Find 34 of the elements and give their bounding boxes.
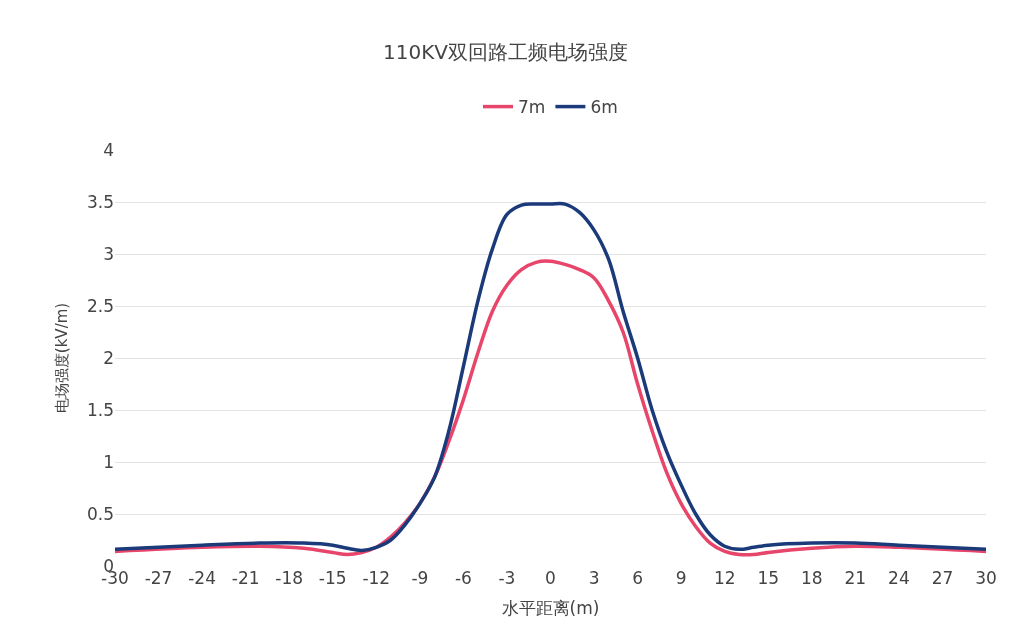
x-tick-label: -9 bbox=[411, 568, 429, 588]
x-tick-label: 12 bbox=[713, 568, 736, 588]
legend-label: 7m bbox=[518, 97, 546, 118]
x-tick-label: -3 bbox=[498, 568, 516, 588]
y-tick-label: 4 bbox=[103, 139, 114, 160]
x-tick-label: -24 bbox=[188, 568, 216, 588]
x-tick-label: -21 bbox=[231, 568, 260, 588]
x-tick-label: 9 bbox=[675, 568, 687, 588]
y-tick-label: 2.5 bbox=[86, 295, 114, 316]
y-axis-title: 电场强度(kV/m) bbox=[53, 302, 72, 414]
chart-title: 110KV双回路工频电场强度 bbox=[383, 39, 628, 64]
x-tick-label: -27 bbox=[144, 568, 173, 588]
x-tick-label: -6 bbox=[454, 568, 472, 588]
y-tick-label: 0.5 bbox=[86, 503, 114, 524]
x-tick-label: 18 bbox=[800, 568, 823, 588]
x-tick-label: 30 bbox=[975, 568, 997, 588]
x-tick-label: 6 bbox=[632, 568, 644, 588]
y-tick-label: 3.5 bbox=[86, 191, 114, 212]
x-axis-title: 水平距离(m) bbox=[501, 598, 600, 619]
x-tick-label: -12 bbox=[362, 568, 391, 588]
y-tick-label: 3 bbox=[103, 243, 114, 264]
x-tick-label: 3 bbox=[588, 568, 600, 588]
y-tick-label: 2 bbox=[103, 347, 114, 368]
line-series bbox=[115, 202, 986, 553]
x-tick-label: 27 bbox=[931, 568, 954, 588]
x-tick-label: 24 bbox=[888, 568, 910, 588]
y-tick-label: 1.5 bbox=[86, 399, 114, 420]
y-tick-label: 1 bbox=[103, 451, 114, 472]
x-tick-label: -18 bbox=[275, 568, 304, 588]
legend-label: 6m bbox=[590, 97, 618, 118]
x-tick-label: 0 bbox=[545, 568, 556, 588]
x-tick-label: 21 bbox=[844, 568, 867, 588]
x-tick-label: -15 bbox=[318, 568, 347, 588]
x-tick-label: 15 bbox=[757, 568, 780, 588]
